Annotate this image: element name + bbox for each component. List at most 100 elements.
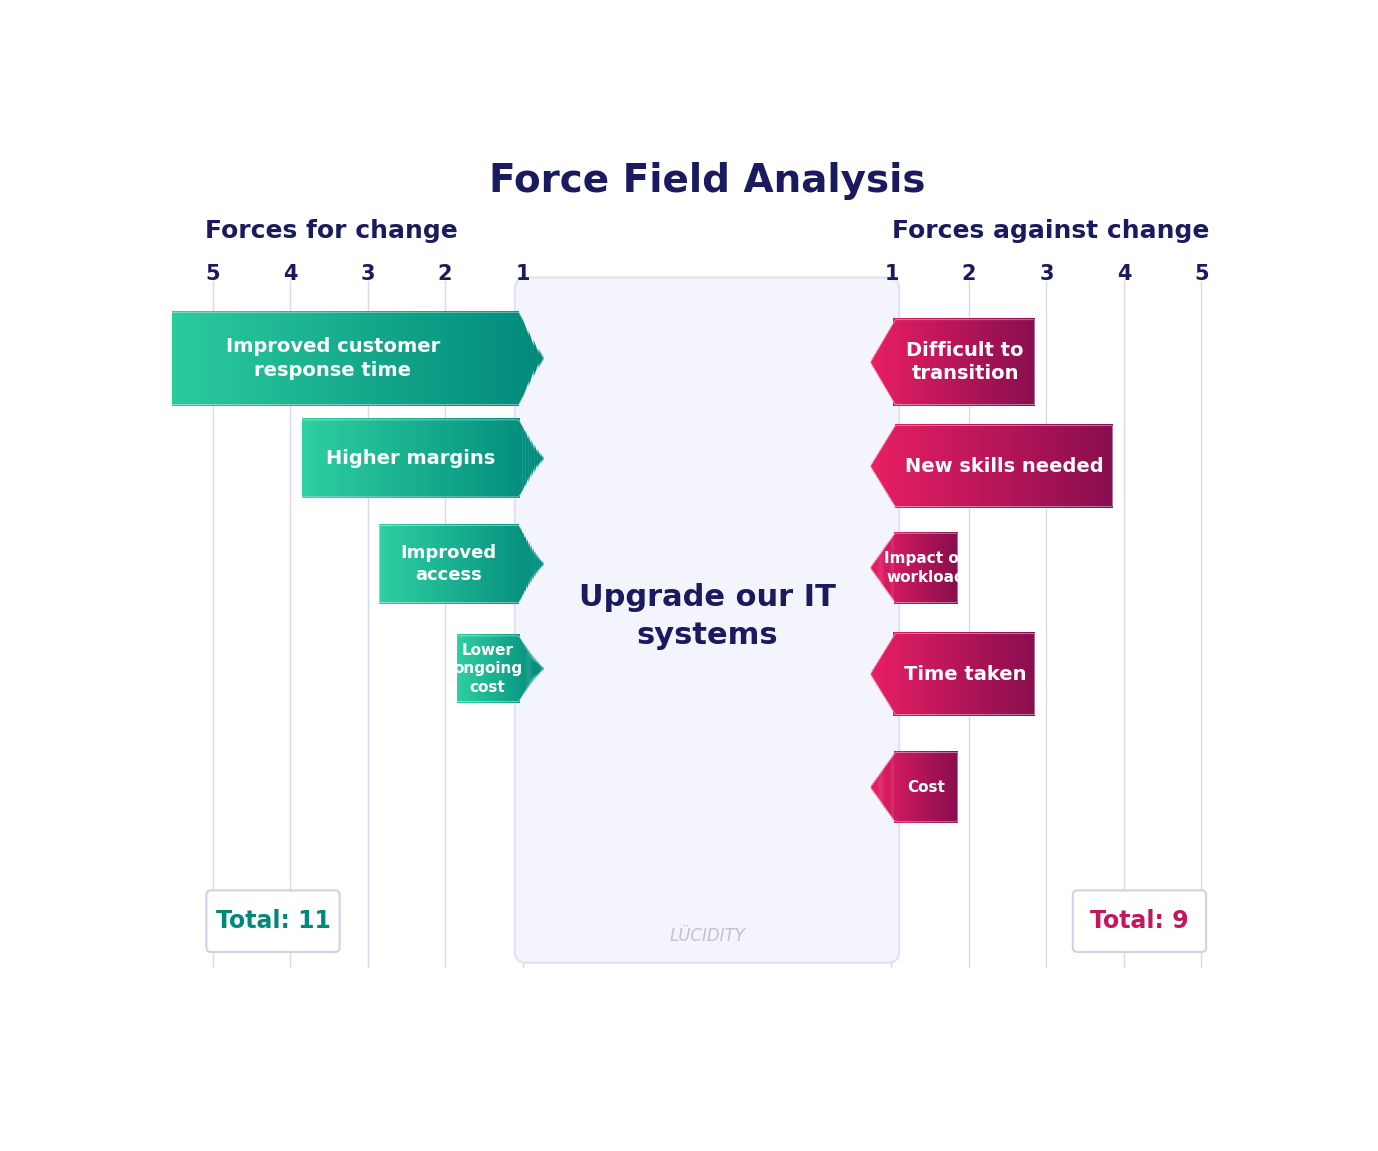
Polygon shape — [356, 419, 360, 498]
Polygon shape — [932, 532, 933, 604]
Polygon shape — [903, 752, 904, 823]
Polygon shape — [926, 632, 929, 716]
Polygon shape — [954, 752, 955, 823]
Text: Total: 9: Total: 9 — [1090, 909, 1189, 933]
Polygon shape — [889, 326, 892, 398]
Polygon shape — [350, 311, 356, 406]
Polygon shape — [176, 311, 182, 406]
Polygon shape — [900, 632, 901, 716]
Polygon shape — [1003, 425, 1007, 508]
Polygon shape — [525, 534, 528, 594]
Polygon shape — [456, 419, 459, 498]
Polygon shape — [949, 425, 952, 508]
Polygon shape — [927, 632, 930, 716]
Polygon shape — [499, 634, 500, 703]
Polygon shape — [947, 632, 949, 716]
Text: New skills needed: New skills needed — [904, 457, 1104, 475]
Polygon shape — [893, 753, 894, 822]
Polygon shape — [241, 311, 247, 406]
Polygon shape — [963, 319, 966, 406]
Polygon shape — [948, 532, 949, 604]
Polygon shape — [875, 663, 876, 686]
Polygon shape — [949, 532, 951, 604]
Polygon shape — [404, 524, 407, 604]
Polygon shape — [923, 632, 926, 716]
Polygon shape — [506, 634, 507, 703]
Polygon shape — [474, 311, 480, 406]
Polygon shape — [471, 419, 474, 498]
Polygon shape — [537, 554, 540, 574]
Polygon shape — [955, 319, 958, 406]
Polygon shape — [878, 773, 879, 801]
Polygon shape — [344, 311, 350, 406]
Polygon shape — [932, 752, 933, 823]
Polygon shape — [943, 752, 944, 823]
Polygon shape — [938, 532, 940, 604]
FancyBboxPatch shape — [515, 277, 900, 962]
Polygon shape — [401, 419, 405, 498]
Polygon shape — [882, 769, 883, 806]
Polygon shape — [916, 632, 918, 716]
Polygon shape — [517, 634, 518, 703]
Polygon shape — [390, 419, 393, 498]
Polygon shape — [896, 532, 897, 604]
Polygon shape — [948, 319, 951, 406]
Polygon shape — [1028, 319, 1031, 406]
Polygon shape — [933, 752, 934, 823]
Polygon shape — [412, 524, 415, 604]
Polygon shape — [1021, 425, 1025, 508]
Polygon shape — [874, 780, 875, 794]
Polygon shape — [930, 319, 933, 406]
Polygon shape — [167, 311, 172, 406]
Polygon shape — [981, 632, 984, 716]
Polygon shape — [365, 311, 371, 406]
Polygon shape — [929, 532, 930, 604]
Polygon shape — [496, 524, 499, 604]
Polygon shape — [875, 350, 876, 374]
Polygon shape — [893, 533, 894, 602]
Polygon shape — [384, 311, 390, 406]
Polygon shape — [949, 752, 951, 823]
Polygon shape — [157, 311, 163, 406]
Polygon shape — [502, 634, 503, 703]
Polygon shape — [989, 632, 992, 716]
Polygon shape — [236, 311, 241, 406]
Polygon shape — [320, 419, 324, 498]
Polygon shape — [520, 637, 521, 701]
Polygon shape — [1032, 632, 1035, 716]
Polygon shape — [892, 536, 893, 600]
Polygon shape — [871, 357, 874, 367]
Polygon shape — [463, 634, 464, 703]
Polygon shape — [994, 632, 996, 716]
Polygon shape — [463, 524, 466, 604]
Polygon shape — [893, 319, 896, 406]
Polygon shape — [896, 632, 897, 716]
Polygon shape — [438, 524, 441, 604]
Polygon shape — [892, 534, 894, 601]
Polygon shape — [1046, 425, 1049, 508]
Polygon shape — [936, 632, 938, 716]
Polygon shape — [881, 653, 883, 695]
Polygon shape — [922, 532, 923, 604]
Polygon shape — [492, 524, 495, 604]
Polygon shape — [912, 425, 916, 508]
Polygon shape — [956, 319, 959, 406]
Polygon shape — [882, 550, 883, 586]
Polygon shape — [532, 439, 535, 478]
Polygon shape — [340, 311, 346, 406]
Polygon shape — [322, 419, 327, 498]
Polygon shape — [871, 459, 874, 472]
Polygon shape — [232, 311, 237, 406]
Polygon shape — [459, 419, 462, 498]
Polygon shape — [470, 634, 471, 703]
Polygon shape — [948, 752, 949, 823]
Polygon shape — [1006, 632, 1009, 716]
Polygon shape — [484, 634, 485, 703]
Polygon shape — [878, 555, 879, 581]
Polygon shape — [1031, 632, 1034, 716]
Polygon shape — [967, 425, 970, 508]
Polygon shape — [446, 524, 449, 604]
Polygon shape — [522, 425, 526, 493]
Polygon shape — [1021, 632, 1022, 716]
Polygon shape — [311, 419, 314, 498]
